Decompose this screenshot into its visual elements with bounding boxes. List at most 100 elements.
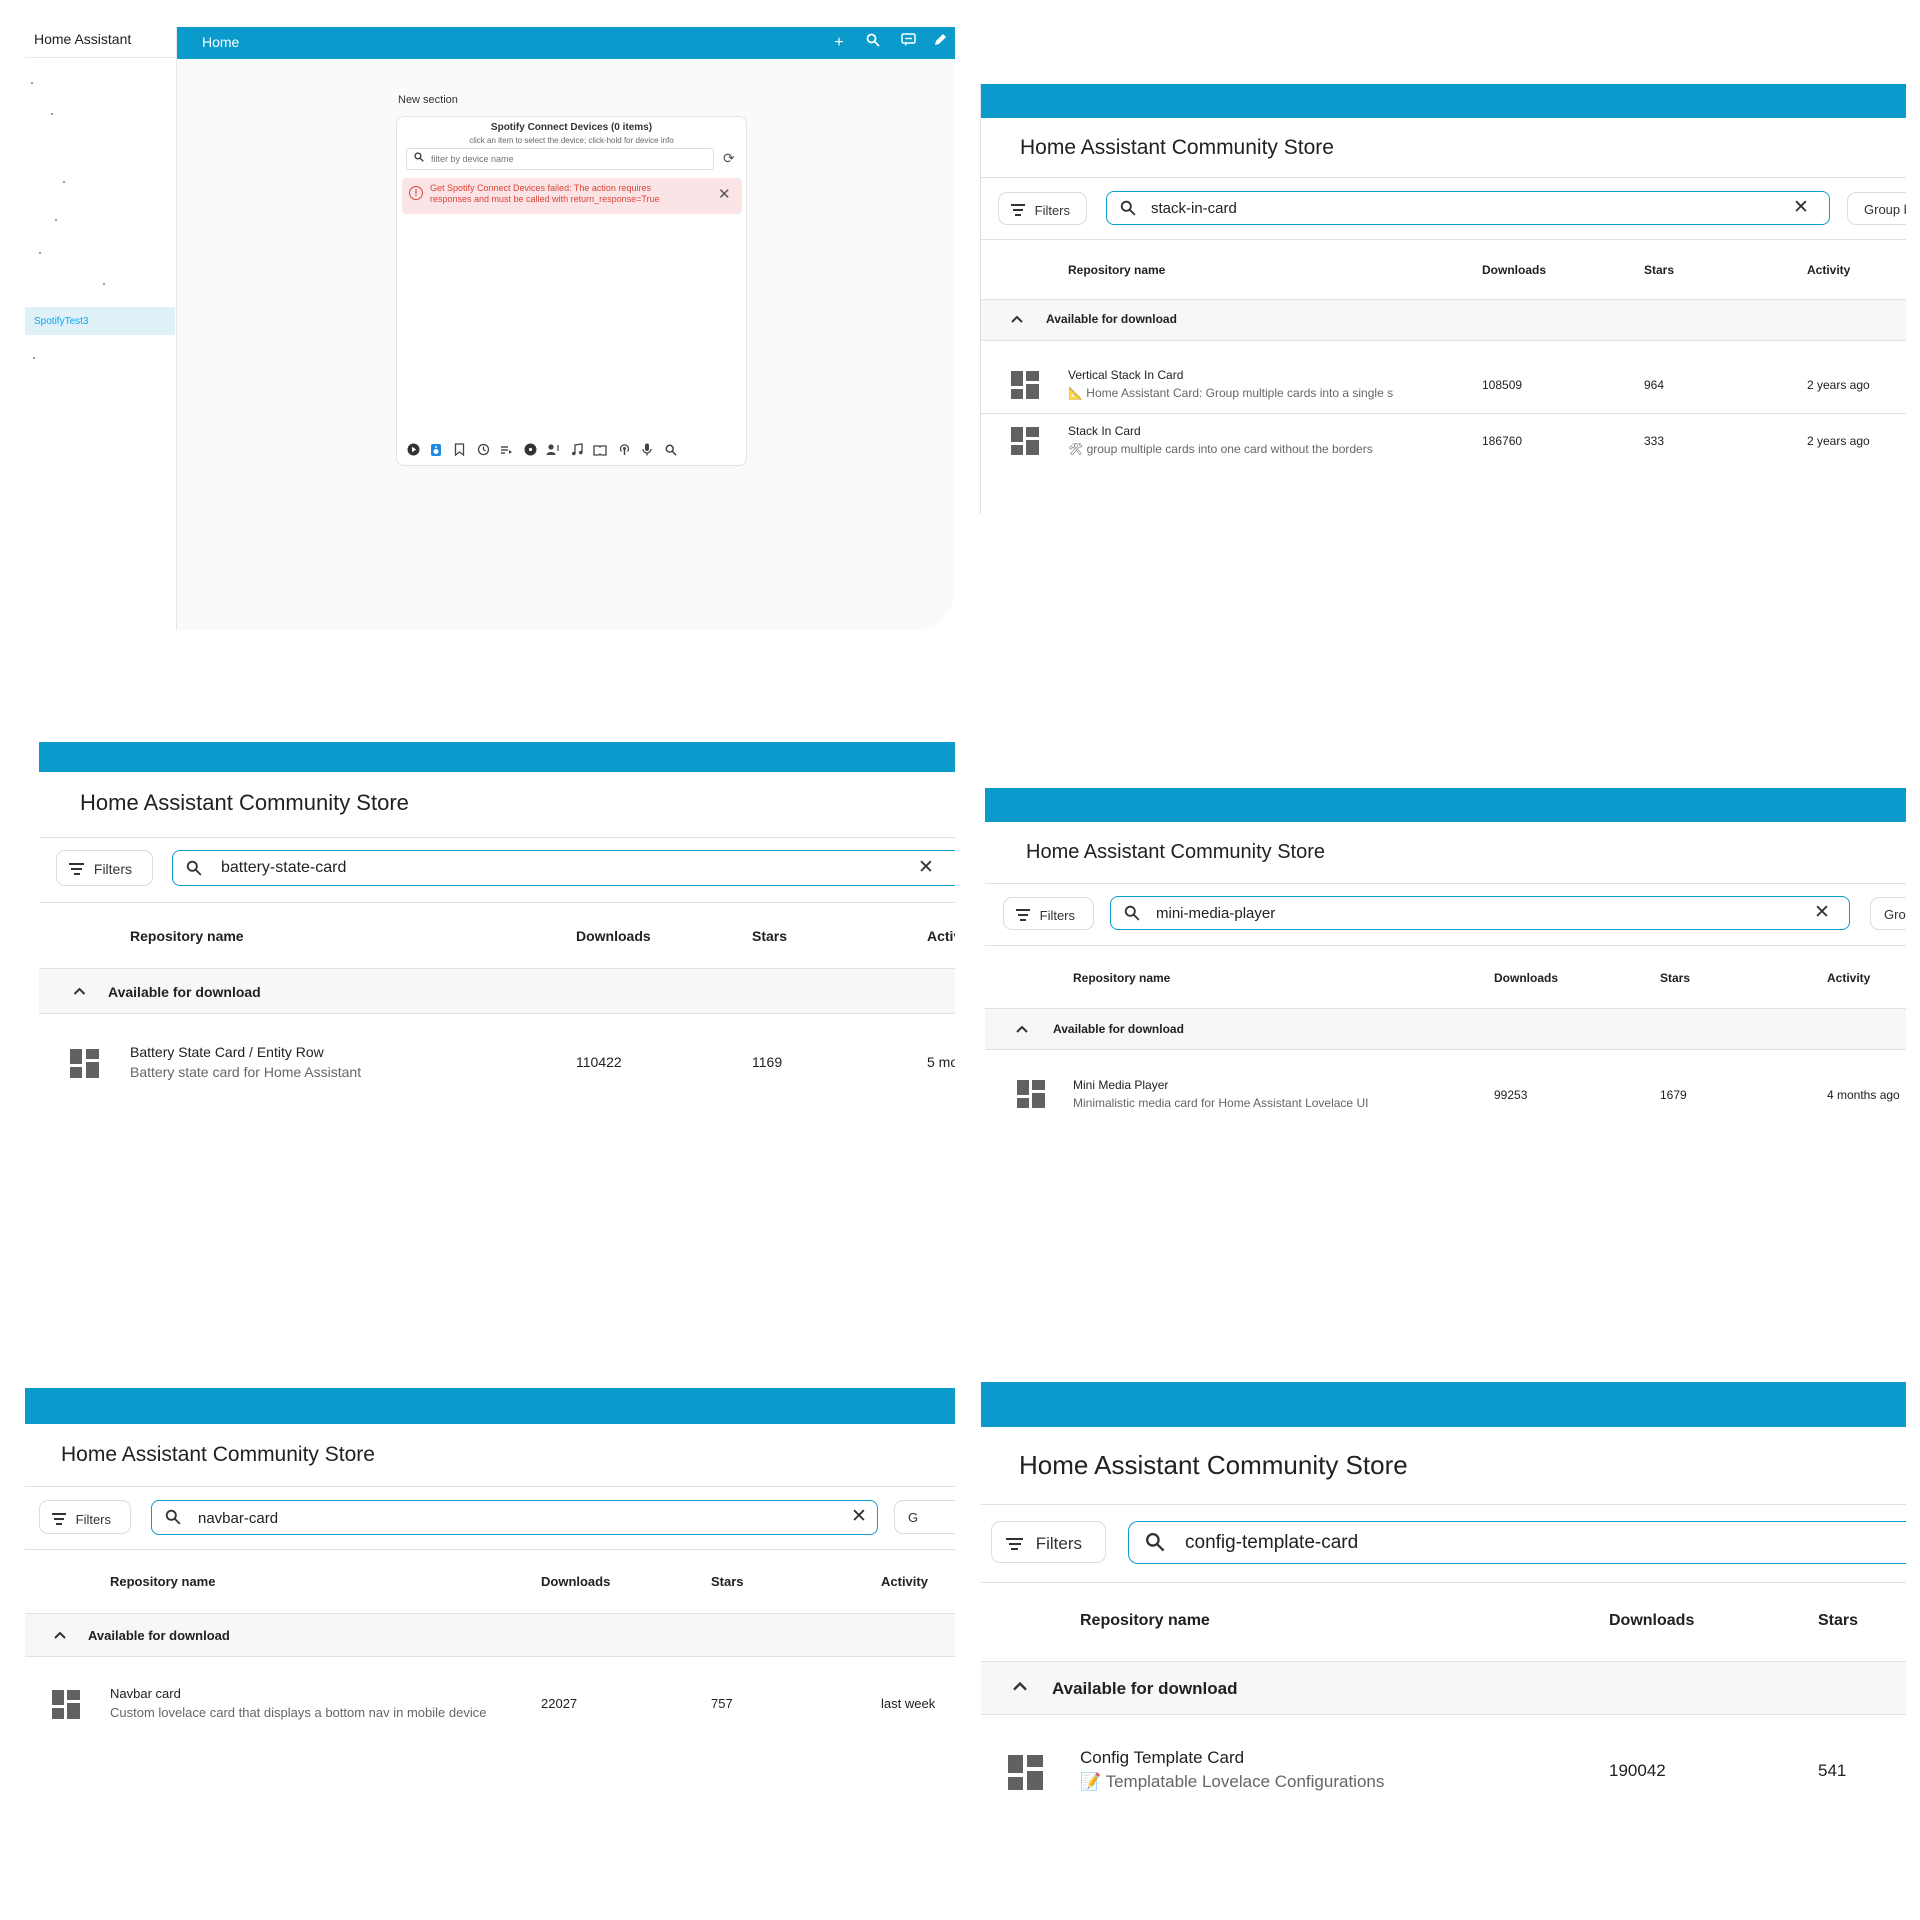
col-stars[interactable]: Stars xyxy=(752,928,788,944)
filters-button[interactable]: Filters xyxy=(39,1500,131,1534)
sidebar-item-spotifytest3[interactable]: SpotifyTest3 xyxy=(25,307,175,335)
top-app-bar: Home + xyxy=(177,27,955,59)
filters-button[interactable]: Filters xyxy=(56,850,153,886)
search-input[interactable] xyxy=(1183,1532,1863,1554)
search-icon[interactable] xyxy=(662,443,680,461)
search-icon[interactable] xyxy=(862,32,884,54)
spotify-devices-card: Spotify Connect Devices (0 items) click … xyxy=(396,116,747,466)
col-repository-name[interactable]: Repository name xyxy=(1068,263,1166,277)
hacs-panel-mini: Home Assistant Community Store Filters ✕… xyxy=(985,788,1906,1128)
album-icon[interactable] xyxy=(521,443,539,461)
filters-button[interactable]: Filters xyxy=(998,192,1087,225)
refresh-icon[interactable]: ⟳ xyxy=(723,150,735,166)
group-by-button[interactable]: Group by xyxy=(1847,192,1906,225)
error-message: Get Spotify Connect Devices failed: The … xyxy=(430,183,660,204)
filters-label: Filters xyxy=(75,1511,112,1527)
col-stars[interactable]: Stars xyxy=(1660,971,1691,985)
microphone-icon[interactable] xyxy=(638,443,656,461)
col-activity[interactable]: Activity xyxy=(1807,263,1851,277)
clear-icon[interactable]: ✕ xyxy=(1814,902,1830,923)
playlist-icon[interactable] xyxy=(497,443,515,461)
group-header[interactable]: Available for download xyxy=(39,969,955,1013)
artist-icon[interactable] xyxy=(544,443,562,461)
track-icon[interactable] xyxy=(568,443,586,461)
col-repository-name[interactable]: Repository name xyxy=(1080,1612,1210,1629)
top-app-bar xyxy=(981,1382,1906,1427)
col-repository-name[interactable]: Repository name xyxy=(1073,971,1171,985)
col-downloads[interactable]: Downloads xyxy=(1609,1612,1695,1629)
filters-button[interactable]: Filters xyxy=(1003,897,1094,930)
clear-icon[interactable]: ✕ xyxy=(851,1506,867,1527)
group-label: Available for download xyxy=(108,984,261,1000)
col-repository-name[interactable]: Repository name xyxy=(110,1574,216,1589)
col-stars[interactable]: Stars xyxy=(1644,263,1675,277)
col-downloads[interactable]: Downloads xyxy=(1494,971,1559,985)
search-icon xyxy=(1145,1532,1165,1557)
divider xyxy=(25,1549,955,1550)
pencil-icon[interactable] xyxy=(929,32,951,54)
divider xyxy=(25,1486,955,1487)
history-icon[interactable] xyxy=(474,443,492,461)
close-icon[interactable]: ✕ xyxy=(718,186,731,203)
col-activity[interactable]: Activ xyxy=(927,928,955,944)
filters-label: Filters xyxy=(1034,202,1071,218)
downloads-value: 99253 xyxy=(1494,1088,1528,1102)
chevron-up-icon xyxy=(72,983,87,1001)
clear-icon[interactable]: ✕ xyxy=(918,857,934,878)
repository-icon xyxy=(52,1690,80,1719)
sidebar-item-marker xyxy=(33,357,35,359)
col-downloads[interactable]: Downloads xyxy=(541,1574,611,1589)
search-input[interactable] xyxy=(1149,199,1769,217)
hacs-panel-config: Home Assistant Community Store Filters R… xyxy=(981,1382,1906,1802)
player-icon[interactable] xyxy=(404,443,422,461)
divider xyxy=(985,945,1906,946)
assist-icon[interactable] xyxy=(897,32,919,54)
devices-icon[interactable] xyxy=(427,443,445,461)
plus-icon[interactable]: + xyxy=(834,34,844,51)
group-header[interactable]: Available for download xyxy=(981,1662,1906,1714)
divider xyxy=(39,1013,955,1014)
sidebar-item-marker xyxy=(63,181,65,183)
divider xyxy=(980,340,1906,341)
col-downloads[interactable]: Downloads xyxy=(576,928,651,944)
filters-button[interactable]: Filters xyxy=(991,1521,1106,1563)
divider xyxy=(981,1714,1906,1715)
divider xyxy=(39,902,955,903)
error-icon: ! xyxy=(409,186,423,200)
show-icon[interactable] xyxy=(591,443,609,461)
device-filter-input[interactable] xyxy=(429,152,699,166)
col-repository-name[interactable]: Repository name xyxy=(130,928,244,944)
col-activity[interactable]: Activity xyxy=(881,1574,928,1589)
section-title: New section xyxy=(398,94,458,106)
col-stars[interactable]: Stars xyxy=(711,1574,744,1589)
stars-value: 1679 xyxy=(1660,1088,1687,1102)
col-stars[interactable]: Stars xyxy=(1818,1612,1859,1629)
search-field: ✕ xyxy=(151,1500,878,1535)
clear-icon[interactable]: ✕ xyxy=(1793,197,1809,218)
bookmark-icon[interactable] xyxy=(450,443,468,461)
col-activity[interactable]: Activity xyxy=(1827,971,1871,985)
search-input[interactable] xyxy=(1154,904,1794,922)
group-header[interactable]: Available for download xyxy=(985,1009,1906,1049)
sidebar-item-marker xyxy=(31,82,33,84)
group-by-button[interactable]: Gro xyxy=(1870,897,1906,930)
repository-description: 📝 Templatable Lovelace Configurations xyxy=(1080,1772,1385,1791)
chevron-up-icon xyxy=(1010,311,1024,329)
repository-description: 🛠 group multiple cards into one card wit… xyxy=(1068,442,1373,456)
divider xyxy=(985,883,1906,884)
group-header[interactable]: Available for download xyxy=(980,300,1906,340)
search-icon xyxy=(1120,200,1136,221)
stars-value: 757 xyxy=(711,1696,733,1711)
col-downloads[interactable]: Downloads xyxy=(1482,263,1547,277)
activity-value: 4 months ago xyxy=(1827,1088,1900,1102)
group-by-button[interactable]: G xyxy=(894,1500,955,1534)
group-header[interactable]: Available for download xyxy=(25,1614,955,1656)
podcast-icon[interactable] xyxy=(615,443,633,461)
search-input[interactable] xyxy=(196,1509,796,1527)
sidebar-item-marker xyxy=(39,252,41,254)
filter-icon xyxy=(1006,1535,1023,1553)
stars-value: 333 xyxy=(1644,434,1665,448)
search-input[interactable] xyxy=(219,859,859,877)
card-title: Spotify Connect Devices (0 items) xyxy=(490,122,653,133)
activity-value: 2 years ago xyxy=(1807,378,1870,392)
